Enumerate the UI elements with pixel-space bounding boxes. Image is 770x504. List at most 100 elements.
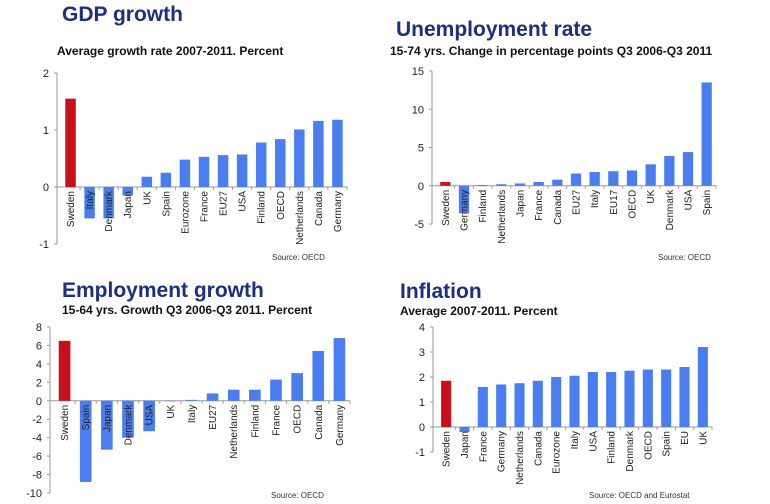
gdp-bar xyxy=(65,98,76,187)
gdp-y-tick-label: 1 xyxy=(43,125,49,137)
inflation-bar xyxy=(441,380,452,427)
unemployment-category-label: Japan xyxy=(516,190,527,217)
gdp-bar xyxy=(275,139,286,187)
inflation-bar xyxy=(459,427,470,432)
gdp-category-label: USA xyxy=(238,191,249,212)
employment-category-label: Italy xyxy=(187,405,198,423)
employment-category-label: OECD xyxy=(293,405,304,434)
gdp-title: GDP growth xyxy=(62,3,183,26)
unemployment-bar xyxy=(514,183,526,186)
unemployment-bar xyxy=(477,184,488,186)
employment-bar xyxy=(249,389,261,401)
employment-bar xyxy=(227,389,240,401)
unemployment-category-label: Netherlands xyxy=(497,190,508,244)
inflation-category-label: Spain xyxy=(662,431,673,457)
unemployment-bar xyxy=(608,171,619,186)
inflation-category-label: Italy xyxy=(570,431,581,449)
employment-y-tick-label: -10 xyxy=(26,488,42,500)
inflation-bar xyxy=(606,372,617,427)
unemployment-category-label: Sweden xyxy=(441,190,452,226)
unemployment-category-label: Finland xyxy=(478,190,489,223)
employment-category-label: UK xyxy=(166,404,177,418)
inflation-category-label: Germany xyxy=(497,431,508,472)
employment-category-label: EU27 xyxy=(208,404,219,429)
inflation-bar xyxy=(661,369,672,427)
gdp-y-tick-label: 0 xyxy=(43,182,49,194)
gdp-category-label: UK xyxy=(142,191,153,205)
gdp-category-label: Sweden xyxy=(66,191,77,227)
employment-category-label: France xyxy=(272,404,283,436)
employment-category-label: Netherlands xyxy=(229,405,240,459)
unemployment-category-label: USA xyxy=(684,189,695,210)
inflation-y-tick-label: 3 xyxy=(419,347,425,359)
gdp-y-tick-label: -1 xyxy=(39,239,49,251)
unemployment-bar xyxy=(552,179,563,186)
employment-category-label: Spain xyxy=(81,405,92,431)
unemployment-category-label: OECD xyxy=(628,190,639,219)
unemployment-bar xyxy=(458,185,470,214)
employment-y-tick-label: 6 xyxy=(36,340,42,352)
unemployment-bar xyxy=(496,184,507,186)
unemployment-category-label: EU27 xyxy=(572,189,583,214)
gdp-bar xyxy=(179,159,191,187)
inflation-category-label: Netherlands xyxy=(515,431,526,485)
gdp-bar xyxy=(141,176,153,187)
gdp-category-label: Italy xyxy=(85,191,96,209)
employment-y-tick-label: -2 xyxy=(32,414,42,426)
employment-y-tick-label: 4 xyxy=(36,359,42,371)
employment-bar xyxy=(291,373,303,401)
gdp-category-label: EU27 xyxy=(219,191,230,216)
unemployment-category-label: Italy xyxy=(590,190,601,208)
employment-y-tick-label: 2 xyxy=(36,377,42,389)
unemployment-bar xyxy=(440,181,451,186)
unemployment-bar xyxy=(645,164,656,186)
gdp-bar xyxy=(84,187,95,219)
employment-source: Source: OECD xyxy=(271,491,324,500)
employment-bar xyxy=(270,379,282,401)
unemployment-y-tick-label: 5 xyxy=(418,143,424,155)
inflation-bar xyxy=(642,369,653,427)
inflation-y-tick-label: 0 xyxy=(419,422,425,434)
employment-category-label: USA xyxy=(145,404,156,425)
gdp-source: Source: OECD xyxy=(272,253,325,262)
inflation-title: Inflation xyxy=(400,280,482,303)
unemployment-bar xyxy=(664,155,675,186)
gdp-category-label: Netherlands xyxy=(295,191,306,245)
employment-y-tick-label: -4 xyxy=(32,433,42,445)
gdp-category-label: Spain xyxy=(161,191,172,217)
unemployment-category-label: Spain xyxy=(702,190,713,216)
unemployment-subtitle: 15-74 yrs. Change in percentage points Q… xyxy=(390,44,713,58)
employment-bar xyxy=(58,340,71,401)
gdp-category-label: OECD xyxy=(276,191,287,220)
employment-bar xyxy=(333,338,346,401)
gdp-bar xyxy=(332,119,343,187)
gdp-category-label: Canada xyxy=(314,191,325,226)
employment-bar xyxy=(164,400,177,402)
inflation-category-label: Canada xyxy=(533,431,544,466)
inflation-source: Source: OECD and Eurostat xyxy=(589,491,690,500)
inflation-y-tick-label: 1 xyxy=(419,397,425,409)
employment-category-label: Japan xyxy=(102,405,113,432)
gdp-category-label: Germany xyxy=(333,191,344,232)
employment-y-tick-label: 8 xyxy=(36,322,42,334)
inflation-y-tick-label: -1 xyxy=(415,447,425,459)
employment-bar xyxy=(143,400,155,432)
gdp-bar xyxy=(160,172,172,187)
inflation-bar xyxy=(496,384,507,427)
employment-bar xyxy=(79,400,92,482)
inflation-category-label: Finland xyxy=(607,431,618,464)
inflation-bar xyxy=(679,367,690,427)
unemployment-y-tick-label: 0 xyxy=(418,181,424,193)
unemployment-category-label: France xyxy=(534,189,545,221)
gdp-bar xyxy=(122,187,133,196)
gdp-category-label: Japan xyxy=(123,191,134,218)
unemployment-bar xyxy=(570,173,582,186)
gdp-bar xyxy=(217,155,229,187)
gdp-bar xyxy=(255,142,267,187)
employment-y-tick-label: -6 xyxy=(32,451,42,463)
inflation-category-label: Sweden xyxy=(442,431,453,467)
gdp-category-label: France xyxy=(200,191,211,223)
unemployment-category-label: EU17 xyxy=(609,189,620,214)
gdp-category-label: Finland xyxy=(257,191,268,224)
